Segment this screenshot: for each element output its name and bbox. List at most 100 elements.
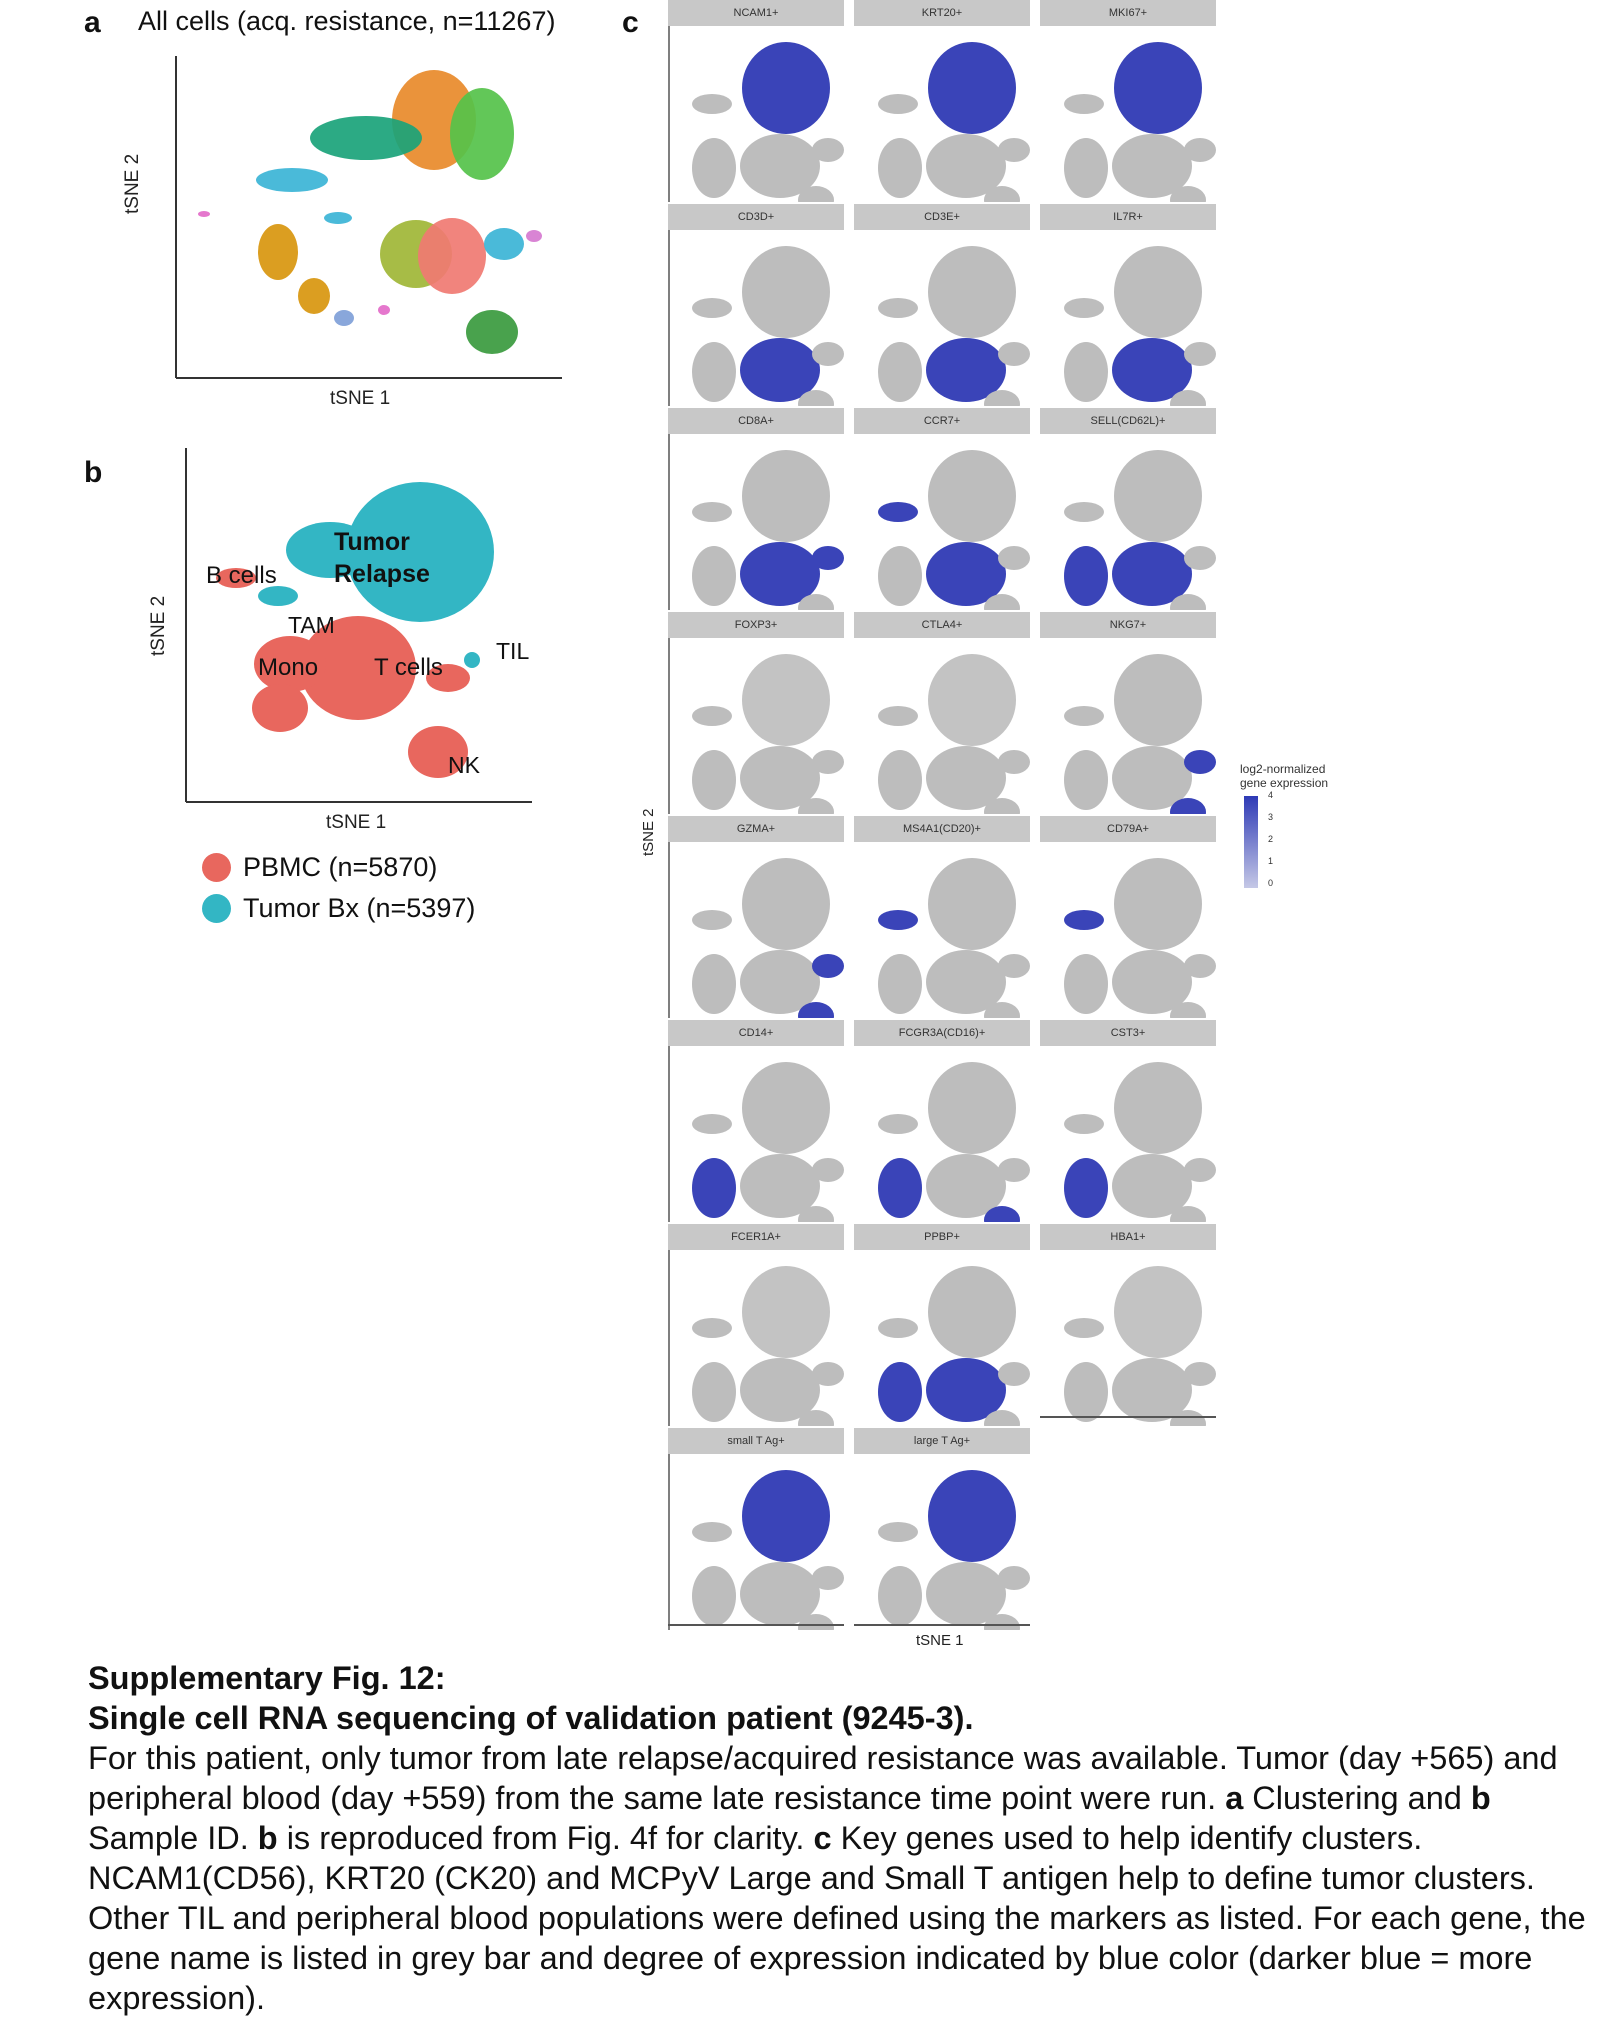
gene-header: KRT20+ — [854, 0, 1030, 26]
colorbar-gradient — [1244, 796, 1258, 888]
legend-pbmc: PBMC (n=5870) — [202, 852, 437, 883]
panel-a-cluster — [310, 116, 422, 160]
legend-tumor-bx-label: Tumor Bx (n=5397) — [243, 893, 476, 923]
gene-cluster-nk — [984, 1002, 1020, 1018]
gene-cluster-bcell — [878, 94, 918, 114]
panel-b-cluster — [426, 664, 470, 692]
gene-cluster-nk — [1170, 1410, 1206, 1426]
gene-cluster-mono — [878, 342, 922, 402]
gene-tsne-plot — [1064, 450, 1216, 610]
gene-tsne-plot — [878, 858, 1030, 1018]
gene-tsne-plot — [668, 638, 844, 814]
gene-cluster-mono — [878, 1158, 922, 1218]
panel-b-letter: b — [84, 456, 103, 489]
gene-cluster-mono — [692, 1362, 736, 1422]
panel-a-cluster — [466, 310, 518, 354]
colorbar-tick-4: 4 — [1268, 790, 1274, 800]
panel-b-cluster — [286, 522, 374, 578]
panel-a-cluster — [256, 168, 328, 192]
gene-cluster-nk — [798, 594, 834, 610]
panel-b-xlabel: tSNE 1 — [326, 812, 387, 833]
caption-bold-b1: b — [1470, 1780, 1491, 1816]
gene-cluster-mono — [692, 342, 736, 402]
gene-cluster-mono — [878, 750, 922, 810]
gene-cluster-til — [998, 954, 1030, 978]
gene-cluster-mono — [1064, 954, 1108, 1014]
label-til: TIL — [496, 638, 530, 664]
gene-cluster-nk — [798, 1002, 834, 1018]
gene-cluster-tcell — [740, 1154, 820, 1218]
gene-header: CTLA4+ — [854, 612, 1030, 638]
gene-cluster-nk — [798, 1206, 834, 1222]
caption-body-1: For this patient, only tumor from late r… — [88, 1740, 1558, 1816]
gene-cluster-til — [998, 750, 1030, 774]
gene-cluster-nk — [1170, 390, 1206, 406]
panel-c-ylabel: tSNE 2 — [640, 808, 657, 856]
gene-cluster-bcell — [692, 910, 732, 930]
label-mono: Mono — [258, 654, 319, 681]
gene-tsne-plot — [668, 1046, 844, 1222]
gene-cluster-bcell — [1064, 94, 1104, 114]
gene-cluster-til — [998, 138, 1030, 162]
gene-cluster-tumor — [742, 450, 830, 542]
gene-tsne-plot — [668, 434, 844, 610]
gene-cluster-bcell — [692, 298, 732, 318]
gene-grid-axis-line — [668, 1624, 844, 1626]
caption-body-4: is reproduced from Fig. 4f for clarity. — [286, 1820, 805, 1856]
panel-b-cluster — [252, 684, 308, 732]
caption-bold-a: a — [1225, 1780, 1244, 1816]
gene-cluster-mono — [1064, 138, 1108, 198]
gene-cluster-nk — [984, 390, 1020, 406]
gene-cluster-mono — [878, 138, 922, 198]
gene-cluster-tumor — [1114, 42, 1202, 134]
panel-a-cluster — [198, 211, 210, 217]
gene-header: FCGR3A(CD16)+ — [854, 1020, 1030, 1046]
gene-cluster-nk — [984, 1614, 1020, 1630]
gene-cluster-mono — [692, 750, 736, 810]
gene-tsne-plot — [878, 654, 1030, 814]
caption-bold-b2: b — [257, 1820, 278, 1856]
gene-cluster-bcell — [692, 706, 732, 726]
gene-cluster-bcell — [878, 1522, 918, 1542]
panel-b-clusters — [216, 482, 494, 778]
panel-a-title: All cells (acq. resistance, n=11267) — [138, 6, 556, 36]
panel-a-cluster — [324, 212, 352, 224]
gene-cluster-mono — [878, 1566, 922, 1626]
gene-header: NCAM1+ — [668, 0, 844, 26]
caption-bold-c: c — [813, 1820, 832, 1856]
gene-cluster-tcell — [926, 542, 1006, 606]
panel-c-xlabel: tSNE 1 — [916, 1632, 964, 1649]
gene-cluster-nk — [984, 594, 1020, 610]
gene-cluster-mono — [1064, 750, 1108, 810]
gene-cluster-til — [812, 546, 844, 570]
gene-header: large T Ag+ — [854, 1428, 1030, 1454]
panel-b-cluster — [258, 586, 298, 606]
legend-tumor-bx-swatch — [202, 894, 231, 923]
colorbar-title-1: log2-normalized — [1240, 762, 1326, 776]
legend-pbmc-label: PBMC (n=5870) — [243, 852, 438, 882]
gene-tsne-plot — [1064, 858, 1216, 1018]
gene-cluster-tumor — [928, 858, 1016, 950]
panel-c-gene-grid: NCAM1+ KRT20+ MKI67+ CD3D+ CD3E+ IL7R+ CD8A+ CC… — [668, 0, 1216, 1630]
gene-cluster-tcell — [740, 134, 820, 198]
gene-cluster-nk — [798, 798, 834, 814]
gene-cluster-bcell — [878, 706, 918, 726]
gene-tsne-plot — [668, 1250, 844, 1426]
gene-cluster-mono — [878, 546, 922, 606]
gene-cluster-bcell — [692, 1114, 732, 1134]
gene-cluster-tumor — [928, 246, 1016, 338]
colorbar-tick-2: 2 — [1268, 834, 1274, 844]
gene-cluster-til — [1184, 138, 1216, 162]
gene-cluster-bcell — [1064, 298, 1104, 318]
gene-cluster-mono — [692, 138, 736, 198]
gene-cluster-til — [1184, 1362, 1216, 1386]
gene-cluster-nk — [1170, 186, 1206, 202]
gene-cluster-bcell — [1064, 1318, 1104, 1338]
gene-cluster-tumor — [928, 450, 1016, 542]
gene-cluster-nk — [1170, 1002, 1206, 1018]
gene-cluster-mono — [692, 1158, 736, 1218]
gene-cluster-tcell — [926, 1358, 1006, 1422]
gene-cluster-tumor — [928, 654, 1016, 746]
gene-tsne-plot — [878, 1470, 1030, 1630]
gene-cluster-tumor — [742, 42, 830, 134]
